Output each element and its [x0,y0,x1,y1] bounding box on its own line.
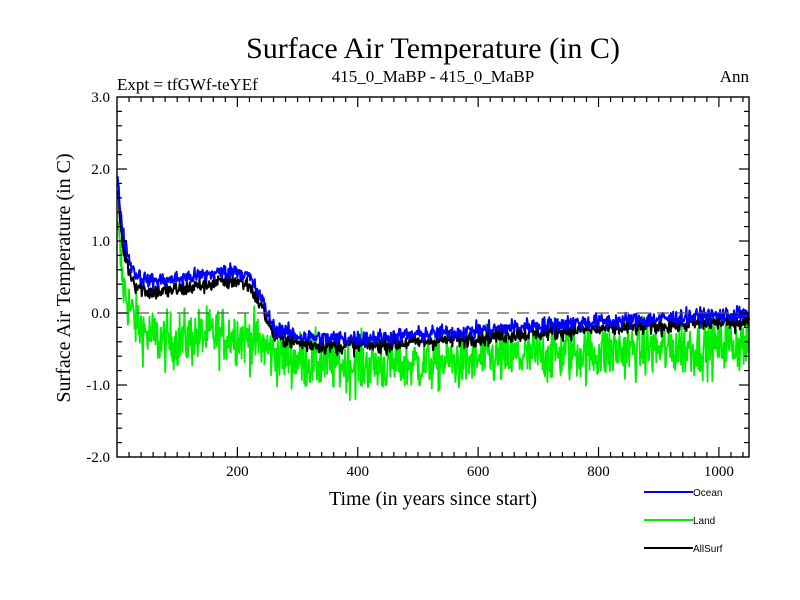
x-tick-label: 200 [226,464,249,480]
chart-title: Surface Air Temperature (in C) [246,32,620,65]
y-tick-label: 1.0 [91,234,110,250]
y-tick-label: -1.0 [86,378,110,394]
plot-area [116,96,750,458]
x-tick-label: 400 [347,464,370,480]
series-line-land [116,220,750,402]
x-tick-label: 1000 [704,464,734,480]
chart-subtitle-center: 415_0_MaBP - 415_0_MaBP [332,67,534,86]
y-tick-label: -2.0 [86,450,110,466]
chart-subtitle-left: Expt = tfGWf-teYEf [117,75,258,94]
y-axis-label: Surface Air Temperature (in C) [53,153,75,402]
legend-label-allsurf: AllSurf [693,544,723,555]
x-axis-label: Time (in years since start) [329,488,537,510]
legend-label-ocean: Ocean [693,488,722,499]
chart-subtitle-right: Ann [720,67,750,86]
x-tick-label: 800 [587,464,610,480]
legend: Ocean Land AllSurf [644,488,723,555]
y-tick-label: 3.0 [91,90,110,106]
series-line-ocean [116,176,750,348]
legend-label-land: Land [693,516,715,527]
series-line-allsurf [116,190,750,358]
x-tick-label: 600 [467,464,490,480]
y-tick-label: 2.0 [91,162,110,178]
y-tick-label: 0.0 [91,306,110,322]
